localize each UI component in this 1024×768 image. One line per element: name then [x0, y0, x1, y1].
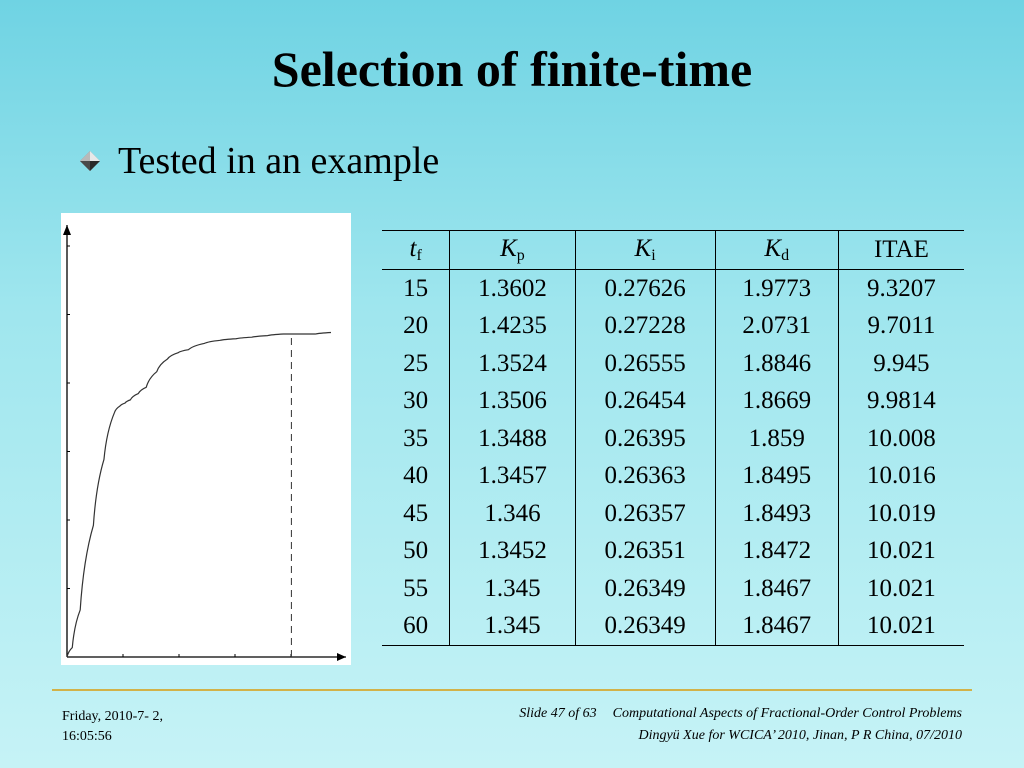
cell-kp: 1.346 [449, 495, 576, 533]
footer-time: 16:05:56 [62, 729, 112, 744]
cell-kp: 1.4235 [449, 307, 576, 345]
step-response-plot [61, 213, 351, 665]
cell-ki: 0.26357 [574, 495, 716, 533]
diamond-bullet-icon [80, 151, 100, 171]
cell-ki: 0.27228 [574, 307, 716, 345]
cell-ki: 0.26351 [574, 532, 716, 570]
cell-tf: 30 [403, 387, 429, 415]
bullet-item: Tested in an example [78, 138, 439, 184]
cell-ki: 0.27626 [574, 269, 716, 308]
bullet-text: Tested in an example [118, 140, 440, 182]
author-line: Dingyü Xue for WCICA’ 2010, Jinan, P R C… [638, 728, 962, 743]
table-row: 50 1.3452 0.26351 1.8472 10.021 [382, 532, 964, 570]
footer-info: Slide 47 of 63 Computational Aspects of F… [519, 703, 962, 747]
cell-itae: 10.021 [837, 570, 964, 608]
x-axis-arrow [337, 653, 346, 661]
cell-tf: 60 [382, 607, 450, 646]
slide-title: Selection of finite-time [271, 41, 753, 97]
cell-kp: 1.345 [449, 607, 576, 646]
cell-itae: 9.945 [837, 345, 964, 383]
cell-itae: 10.021 [837, 532, 964, 570]
table-row: 60 1.345 0.26349 1.8467 10.021 [382, 607, 964, 646]
cell-kp: 1.3452 [449, 532, 576, 570]
cell-tf: 50 [403, 537, 429, 565]
table-row: 30 1.3506 0.26454 1.8669 9.9814 [382, 382, 964, 420]
cell-kd: 1.8472 [714, 532, 839, 570]
cell-kd: 1.9773 [714, 269, 839, 308]
cell-kd: 1.8493 [714, 495, 839, 533]
cell-ki: 0.26363 [574, 457, 716, 495]
cell-ki: 0.26349 [574, 570, 716, 608]
cell-itae: 10.021 [837, 607, 964, 646]
cell-kd: 1.8495 [714, 457, 839, 495]
footer-date: Friday, 2010-7- 2, [62, 709, 163, 724]
cell-tf: 15 [403, 274, 429, 302]
cell-kd: 1.859 [714, 420, 839, 458]
y-axis-arrow [63, 225, 71, 235]
table-row: 55 1.345 0.26349 1.8467 10.021 [382, 570, 964, 608]
pid-parameter-table: tf Kp Ki Kd ITAE 15 1.3602 0.27626 1.9773 9.… [382, 230, 964, 646]
cell-tf: 55 [403, 574, 429, 602]
cell-itae: 10.008 [837, 420, 964, 458]
cell-ki: 0.26349 [574, 607, 716, 646]
cell-tf: 35 [403, 424, 429, 452]
table-row: 40 1.3457 0.26363 1.8495 10.016 [382, 457, 964, 495]
y-axis-ticks [67, 245, 292, 657]
cell-kp: 1.345 [449, 570, 576, 608]
cell-itae: 9.9814 [837, 382, 964, 420]
cell-itae: 9.3207 [837, 269, 964, 308]
cell-kd: 2.0731 [714, 307, 839, 345]
cell-tf: 20 [403, 312, 429, 340]
header-ki: Ki [574, 230, 716, 270]
cell-tf: 40 [403, 462, 429, 490]
cell-kd: 1.8467 [714, 570, 839, 608]
header-kd: Kd [714, 230, 839, 270]
cell-ki: 0.26395 [574, 420, 716, 458]
course-title: Computational Aspects of Fractional-Orde… [612, 706, 962, 721]
footer-divider [52, 689, 972, 691]
cell-kp: 1.3524 [449, 345, 576, 383]
cell-tf: 45 [403, 499, 429, 527]
plot-axes [63, 225, 346, 661]
cell-tf: 25 [403, 349, 429, 377]
table-row: 15 1.3602 0.27626 1.9773 9.3207 [382, 269, 964, 308]
step-response-curve [66, 331, 332, 658]
table-row: 20 1.4235 0.27228 2.0731 9.7011 [382, 307, 964, 345]
cell-kd: 1.8467 [714, 607, 839, 646]
table-row: 35 1.3488 0.26395 1.859 10.008 [382, 420, 964, 458]
cell-itae: 10.019 [837, 495, 964, 533]
cell-kd: 1.8846 [714, 345, 839, 383]
header-kp: Kp [449, 230, 576, 270]
footer-timestamp: Friday, 2010-7- 2, 16:05:56 [62, 707, 163, 747]
cell-kp: 1.3457 [449, 457, 576, 495]
table-header-row: tf Kp Ki Kd ITAE [382, 230, 964, 270]
cell-ki: 0.26555 [574, 345, 716, 383]
header-itae: ITAE [837, 230, 964, 270]
cell-kd: 1.8669 [714, 382, 839, 420]
cell-kp: 1.3602 [449, 269, 576, 308]
cell-itae: 9.7011 [837, 307, 964, 345]
cell-itae: 10.016 [837, 457, 964, 495]
cell-kp: 1.3506 [449, 382, 576, 420]
slide-number: Slide 47 of 63 [519, 706, 597, 721]
cell-ki: 0.26454 [574, 382, 716, 420]
header-tf: tf [382, 230, 450, 270]
table-row: 25 1.3524 0.26555 1.8846 9.945 [382, 345, 964, 383]
table-row: 45 1.346 0.26357 1.8493 10.019 [382, 495, 964, 533]
cell-kp: 1.3488 [449, 420, 576, 458]
